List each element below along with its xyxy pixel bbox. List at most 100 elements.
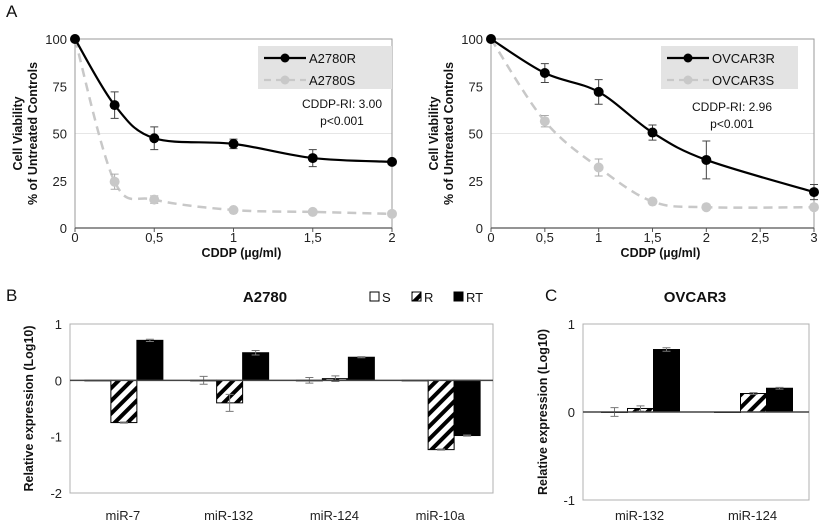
y-tick-label: 75 xyxy=(469,79,483,94)
data-point-OVCAR3S xyxy=(647,196,658,207)
legend-marker-OVCAR3S xyxy=(683,75,693,85)
error-bar xyxy=(437,448,446,451)
bar-R xyxy=(427,379,455,451)
legend-swatch-R xyxy=(411,291,422,302)
annotation: p<0.001 xyxy=(710,117,754,131)
data-point-OVCAR3S xyxy=(701,202,712,213)
y-tick-label: 0 xyxy=(476,221,483,236)
x-tick-label: 2,5 xyxy=(751,230,769,245)
y-axis-label: Cell Viability xyxy=(11,96,25,170)
bar-RT xyxy=(242,352,270,381)
bar-RT xyxy=(453,379,481,437)
data-point-A2780R xyxy=(149,133,160,144)
x-tick-label: 1 xyxy=(595,230,602,245)
plot-area-border xyxy=(69,323,494,494)
x-axis-label: CDDP (µg/ml) xyxy=(621,246,701,260)
legend-swatch-RT xyxy=(453,291,464,302)
y-tick-label: 0 xyxy=(568,405,575,420)
legend: S R RT xyxy=(369,290,483,305)
data-point-A2780R xyxy=(387,156,397,167)
annotation: p<0.001 xyxy=(320,114,364,128)
y-tick-label: 25 xyxy=(53,174,67,189)
legend-swatch-S xyxy=(369,291,380,302)
chart-c: Relative expression (Log10) -1 0 1 OVCAR3 miR… xyxy=(536,289,810,523)
data-point-OVCAR3R xyxy=(539,68,550,79)
series-line-A2780R xyxy=(74,38,393,163)
error-bar xyxy=(225,393,234,412)
error-bar xyxy=(636,405,645,412)
legend-label: A2780S xyxy=(309,73,356,88)
x-tick-label: miR-132 xyxy=(204,508,253,523)
error-bar xyxy=(251,349,260,356)
x-axis-label: CDDP (µg/ml) xyxy=(202,246,282,260)
y-tick-label: 1 xyxy=(55,317,62,332)
y-tick-label: -1 xyxy=(563,493,575,508)
bar-RT xyxy=(347,356,375,381)
chart-title: OVCAR3 xyxy=(664,289,727,306)
legend: A2780R A2780S xyxy=(258,46,392,89)
bar-RT xyxy=(136,339,164,381)
data-point-OVCAR3R xyxy=(593,86,604,97)
y-tick-label: -2 xyxy=(50,486,62,501)
data-point-A2780S xyxy=(307,206,318,217)
chart-a1: Cell Viability% of Untreated Controls025… xyxy=(11,32,397,260)
error-bar xyxy=(749,392,758,395)
data-point-OVCAR3R xyxy=(647,127,658,138)
legend-box xyxy=(661,46,798,89)
data-point-A2780R xyxy=(70,34,80,44)
data-point-A2780R xyxy=(109,100,120,111)
data-point-OVCAR3S xyxy=(809,202,819,213)
y-tick-label: 1 xyxy=(568,317,575,332)
data-point-OVCAR3S xyxy=(539,116,550,127)
data-point-OVCAR3R xyxy=(486,34,496,44)
y-tick-label: 25 xyxy=(469,174,483,189)
series-line-A2780S xyxy=(73,38,393,216)
y-axis-label: Relative expression (Log10) xyxy=(536,329,550,495)
data-point-OVCAR3R xyxy=(809,187,819,198)
series-line-OVCAR3S xyxy=(489,38,815,209)
x-tick-label: 0,5 xyxy=(145,230,163,245)
legend-label: RT xyxy=(466,290,483,305)
data-point-A2780S xyxy=(387,208,397,219)
y-axis-label: Relative expression (Log10) xyxy=(22,325,36,491)
y-tick-label: 50 xyxy=(53,127,67,142)
y-axis-label: % of Untreated Controls xyxy=(26,62,40,205)
x-tick-label: miR-124 xyxy=(728,508,777,523)
annotation: CDDP-RI: 2.96 xyxy=(692,100,772,114)
bar-RT xyxy=(653,349,680,413)
y-tick-label: -1 xyxy=(50,430,62,445)
chart-title: A2780 xyxy=(243,289,287,306)
error-bar xyxy=(357,356,366,359)
y-tick-label: 100 xyxy=(461,32,483,47)
annotation: CDDP-RI: 3.00 xyxy=(302,97,382,111)
charts: Cell Viability% of Untreated Controls025… xyxy=(11,32,819,523)
y-tick-label: 50 xyxy=(469,127,483,142)
x-tick-label: 0 xyxy=(71,230,78,245)
y-tick-label: 75 xyxy=(53,79,67,94)
legend-marker-A2780R xyxy=(280,53,290,63)
x-tick-label: 0 xyxy=(487,230,494,245)
error-bar xyxy=(145,338,154,342)
x-tick-label: miR-10a xyxy=(416,508,466,523)
y-axis-label: Cell Viability xyxy=(427,96,441,170)
data-point-A2780S xyxy=(149,194,160,205)
legend-label: OVCAR3R xyxy=(712,51,775,66)
legend-label: R xyxy=(424,290,433,305)
y-tick-label: 0 xyxy=(55,373,62,388)
data-point-A2780R xyxy=(228,138,239,149)
x-tick-label: 2 xyxy=(388,230,395,245)
legend-marker-A2780S xyxy=(280,75,290,85)
error-bar xyxy=(662,347,671,352)
x-tick-label: 1 xyxy=(230,230,237,245)
legend-box xyxy=(258,46,392,89)
data-point-OVCAR3S xyxy=(593,162,604,173)
legend-label: A2780R xyxy=(309,51,356,66)
data-point-A2780R xyxy=(307,153,318,164)
legend: OVCAR3R OVCAR3S xyxy=(661,46,798,89)
y-axis-label: % of Untreated Controls xyxy=(442,62,456,205)
x-tick-label: 1,5 xyxy=(304,230,322,245)
data-point-OVCAR3R xyxy=(701,154,712,165)
data-point-A2780S xyxy=(109,176,120,187)
x-tick-label: 2 xyxy=(703,230,710,245)
